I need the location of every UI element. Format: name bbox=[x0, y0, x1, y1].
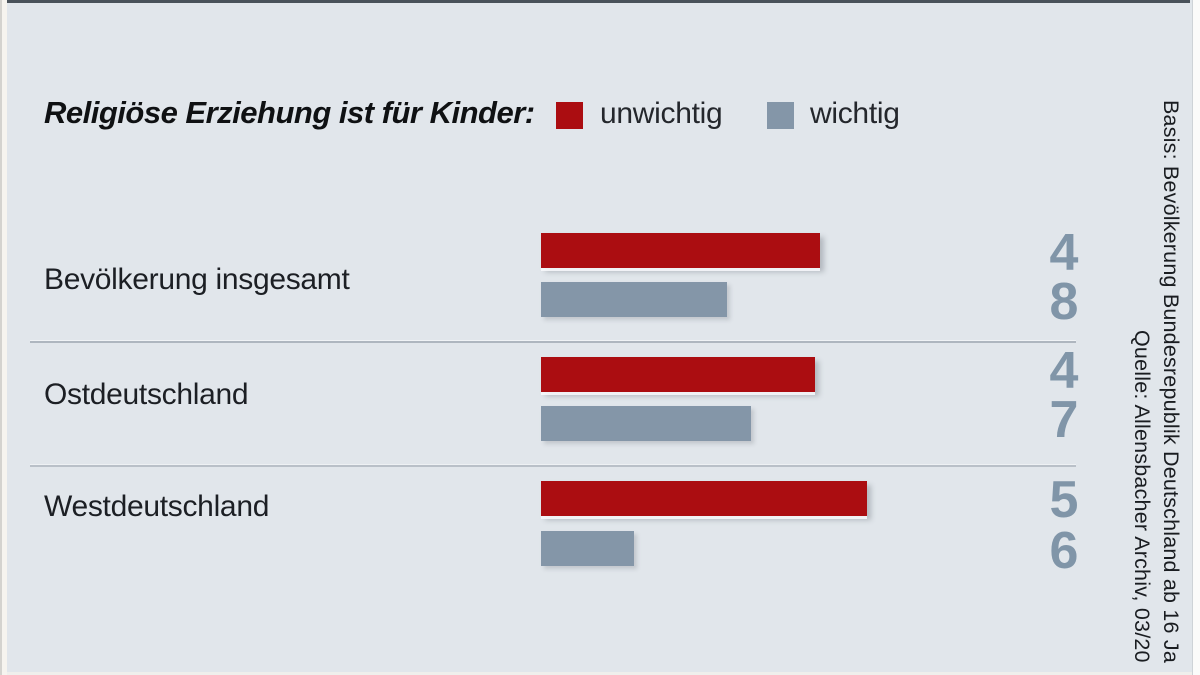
bar-wichtig-ost bbox=[541, 406, 751, 441]
value-digit-ost-1: 4 bbox=[1049, 342, 1079, 400]
bar-unwichtig-ost bbox=[541, 357, 815, 392]
separator-1 bbox=[30, 341, 1076, 343]
source-basis-text: Basis: Bevölkerung Bundesrepublik Deutsc… bbox=[1159, 100, 1183, 663]
legend-swatch-wichtig bbox=[767, 102, 794, 129]
bar-unwichtig-west bbox=[541, 481, 867, 516]
legend-label-unwichtig: unwichtig bbox=[600, 97, 723, 130]
top-border bbox=[6, 0, 1190, 3]
category-label-ost: Ostdeutschland bbox=[44, 378, 249, 411]
bar-wichtig-gesamt bbox=[541, 282, 727, 317]
category-label-west: Westdeutschland bbox=[44, 490, 270, 523]
value-digit-west-1: 5 bbox=[1049, 471, 1079, 529]
left-border-inner bbox=[2, 0, 7, 675]
separator-2 bbox=[30, 465, 1076, 467]
right-border bbox=[1192, 0, 1200, 675]
source-quelle-text: Quelle: Allensbacher Archiv, 03/20 bbox=[1130, 330, 1154, 663]
value-digit-ost-2: 7 bbox=[1049, 391, 1079, 449]
value-digit-west-2: 6 bbox=[1049, 522, 1079, 580]
bar-unwichtig-gesamt bbox=[541, 233, 820, 268]
left-border-outer bbox=[0, 0, 2, 675]
bar-wichtig-west bbox=[541, 531, 634, 566]
legend-label-wichtig: wichtig bbox=[810, 97, 900, 130]
legend-swatch-unwichtig bbox=[556, 102, 583, 129]
value-digit-gesamt-1: 4 bbox=[1049, 224, 1079, 282]
bottom-border bbox=[7, 672, 1192, 675]
category-label-gesamt: Bevölkerung insgesamt bbox=[44, 263, 350, 296]
value-digit-gesamt-2: 8 bbox=[1049, 273, 1079, 331]
chart-title: Religiöse Erziehung ist für Kinder: bbox=[44, 95, 535, 130]
